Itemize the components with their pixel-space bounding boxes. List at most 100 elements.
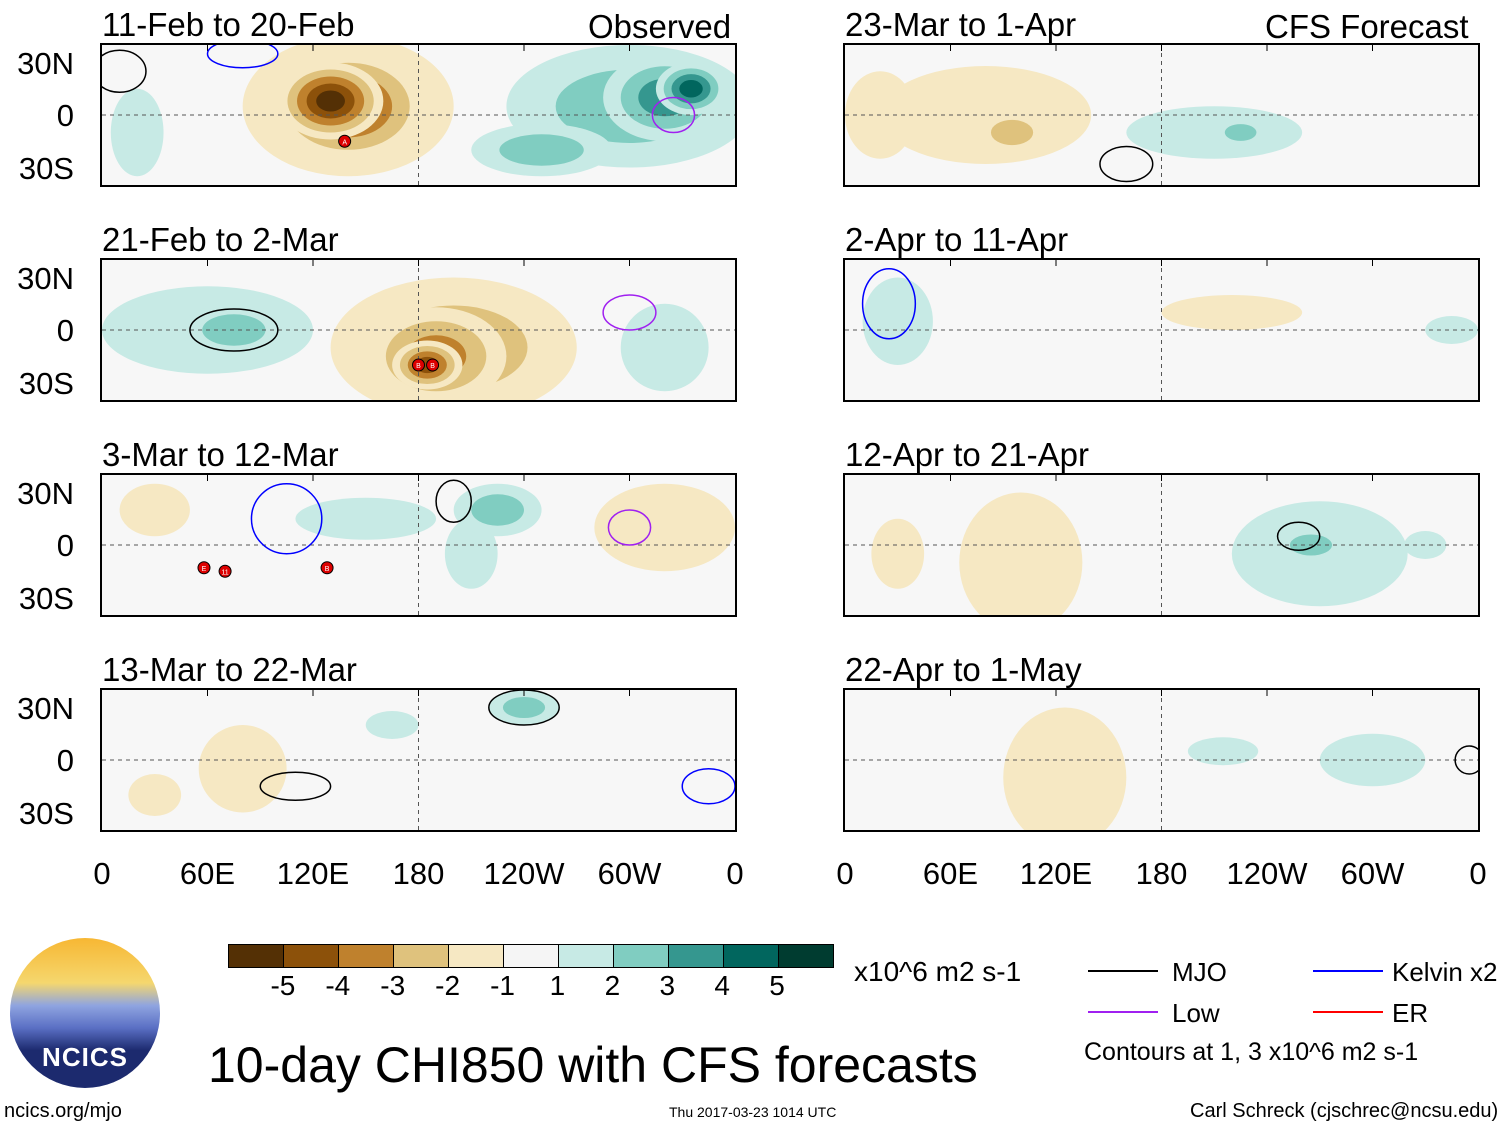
colorbar-label: -5 <box>270 970 296 1001</box>
mjo-contour <box>189 308 279 352</box>
panel-title: 12-Apr to 21-Apr <box>845 436 1089 473</box>
map-panel <box>843 688 1480 832</box>
lat-label: 0 <box>56 528 74 563</box>
forecast-header: CFS Forecast <box>1265 8 1469 45</box>
lat-label: 30S <box>18 366 74 401</box>
anomaly-region <box>295 497 437 540</box>
lon-label: 60E <box>179 856 236 891</box>
anomaly-region <box>198 725 287 813</box>
storm-label: 11 <box>221 569 228 576</box>
anomaly-region <box>679 80 703 98</box>
mjo-line <box>1088 970 1158 972</box>
mjo-contour <box>259 771 332 801</box>
colorbar-swatch <box>779 945 833 967</box>
low-contour <box>602 294 657 331</box>
timestamp: Thu 2017-03-23 1014 UTC <box>669 1104 837 1120</box>
anomaly-region <box>1187 737 1259 766</box>
storm-label: A <box>342 139 347 146</box>
storm-marker <box>338 134 352 148</box>
storm-marker <box>218 564 232 578</box>
logo-text: NCICS <box>42 1042 128 1072</box>
anomaly-region <box>594 483 735 572</box>
colorbar-swatch <box>559 945 614 967</box>
lon-label: 0 <box>1469 856 1487 891</box>
anomaly-region <box>316 90 345 112</box>
ncics-logo: NCICS <box>10 938 160 1088</box>
colorbar-label: 2 <box>604 970 621 1001</box>
er-line <box>1313 1011 1383 1013</box>
panel-title: 21-Feb to 2-Mar <box>102 221 339 258</box>
observed-header: Observed <box>588 8 732 45</box>
anomaly-region <box>1404 531 1447 559</box>
low-contour <box>607 509 652 546</box>
panel-title: 13-Mar to 22-Mar <box>102 651 357 688</box>
panel-title: 2-Apr to 11-Apr <box>845 221 1069 258</box>
panel-title: 3-Mar to 12-Mar <box>102 436 339 473</box>
anomaly-region <box>499 134 584 166</box>
legend-mjo: MJO <box>1172 957 1227 987</box>
anomaly-region <box>1319 733 1426 787</box>
lon-label: 180 <box>1135 856 1188 891</box>
colorbar-swatch <box>229 945 284 967</box>
panel-title: 23-Mar to 1-Apr <box>845 6 1077 43</box>
lat-label: 30N <box>17 261 74 296</box>
storm-label: E <box>202 566 207 573</box>
colorbar-label: 4 <box>714 970 730 1001</box>
lon-label: 0 <box>836 856 854 891</box>
lon-label: 0 <box>93 856 111 891</box>
lat-label: 30S <box>18 581 74 616</box>
anomaly-region <box>110 88 164 177</box>
figure-title: 10-day CHI850 with CFS forecasts <box>208 1037 978 1093</box>
colorbar-swatch <box>394 945 449 967</box>
legend-kelvin: Kelvin x2 <box>1392 957 1498 987</box>
colorbar-label: 5 <box>769 970 785 1001</box>
mjo-contour <box>102 49 147 93</box>
mjo-contour <box>435 479 472 523</box>
mjo-contour <box>1454 745 1478 775</box>
kelvin-contour <box>681 768 735 805</box>
storm-label: B <box>430 363 435 370</box>
mjo-contour <box>488 690 560 726</box>
anomaly-region <box>1425 316 1478 344</box>
storm-label: B <box>325 566 330 573</box>
anomaly-region <box>1224 124 1257 141</box>
map-panel: A <box>100 43 737 187</box>
lon-label: 120W <box>483 856 565 891</box>
anomaly-region <box>471 494 524 526</box>
map-panel <box>843 473 1480 617</box>
anomaly-region <box>990 119 1034 146</box>
storm-marker <box>412 358 425 372</box>
colorbar-units: x10^6 m2 s-1 <box>854 956 1022 987</box>
colorbar-swatch <box>614 945 669 967</box>
colorbar-swatch <box>669 945 724 967</box>
lat-label: 30N <box>17 691 74 726</box>
lat-label: 30S <box>18 151 74 186</box>
credit: Carl Schreck (cjschrec@ncsu.edu) <box>1190 1100 1499 1122</box>
low-line <box>1088 1011 1158 1013</box>
colorbar-swatch <box>339 945 394 967</box>
anomaly-region <box>862 277 933 365</box>
kelvin-contour <box>250 483 323 555</box>
lon-label: 60E <box>922 856 979 891</box>
lat-label: 0 <box>56 743 74 778</box>
colorbar <box>228 944 834 968</box>
colorbar-label: -4 <box>325 970 351 1001</box>
anomaly-region <box>119 483 190 537</box>
anomaly-region <box>620 303 709 392</box>
map-panel: E 11 B <box>100 473 737 617</box>
storm-marker <box>197 561 211 575</box>
colorbar-swatch <box>284 945 339 967</box>
lon-label: 120E <box>1019 856 1093 891</box>
colorbar-swatch <box>449 945 504 967</box>
storm-marker <box>320 561 334 575</box>
map-panel <box>843 43 1480 187</box>
colorbar-swatch <box>504 945 559 967</box>
url-link[interactable]: ncics.org/mjo <box>4 1100 122 1122</box>
lon-label: 60W <box>597 856 662 891</box>
lon-label: 60W <box>1340 856 1405 891</box>
lat-label: 0 <box>56 313 74 348</box>
lat-label: 30N <box>17 46 74 81</box>
mjo-contour <box>1099 145 1154 183</box>
storm-label: B <box>416 363 421 370</box>
